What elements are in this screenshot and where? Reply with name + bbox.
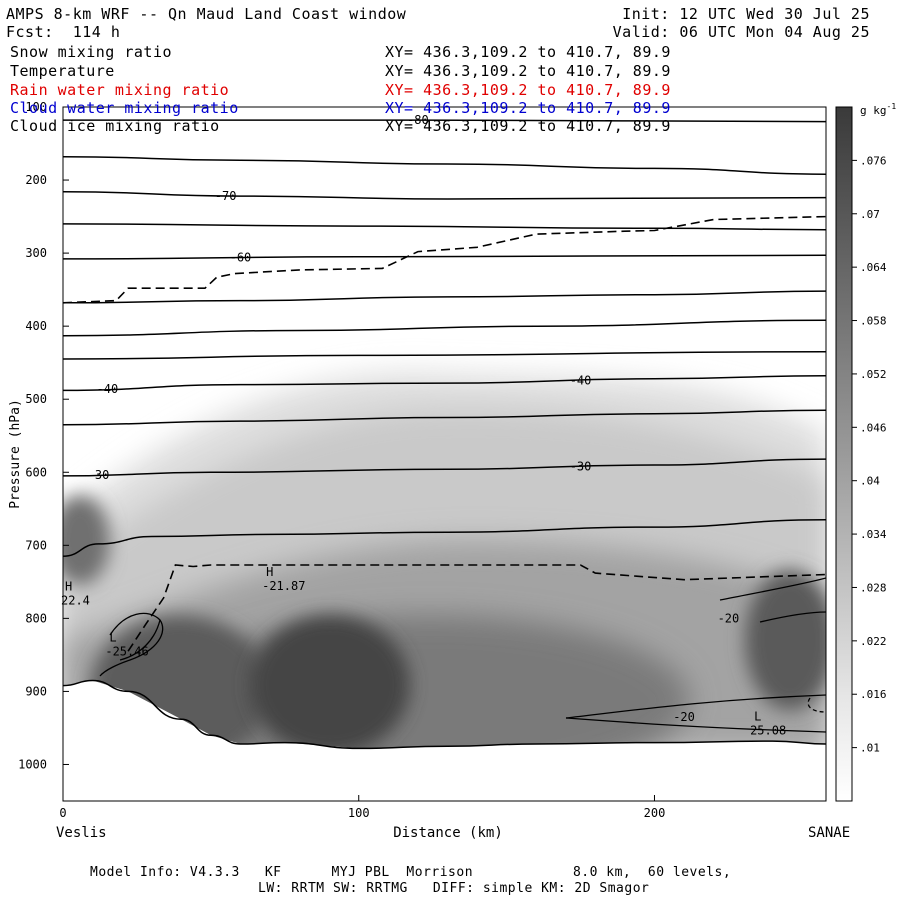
lower-contours	[99, 577, 826, 733]
dashed-contour	[127, 564, 826, 652]
temperature-contour	[63, 254, 826, 260]
colorbar-tick-label: .07	[860, 208, 880, 221]
init-time: Init: 12 UTC Wed 30 Jul 25	[622, 5, 870, 23]
x-end-label-left: Veslis	[56, 825, 107, 841]
temperature-contour	[63, 375, 826, 392]
field-legend-name-1: Temperature	[10, 62, 115, 80]
temperature-contour-label: -30	[570, 460, 592, 474]
x-tick-label: 200	[644, 806, 666, 820]
model-info-line1: Model Info: V4.3.3 KF MYJ PBL Morrison 8…	[90, 865, 732, 880]
snow-shading	[63, 107, 826, 801]
colorbar-tick-label: .028	[860, 581, 887, 594]
extremum-value: -25.46	[105, 645, 148, 659]
field-legend-xy-1: XY= 436.3,109.2 to 410.7, 89.9	[385, 62, 671, 80]
temperature-contour	[63, 409, 826, 426]
temperature-contours	[63, 119, 826, 558]
y-tick-label: 1000	[18, 757, 47, 771]
y-axis-label: Pressure (hPa)	[8, 399, 23, 509]
temperature-contour-label: -80	[407, 113, 429, 127]
field-legend-name-4: Cloud ice mixing ratio	[10, 117, 220, 135]
colorbar	[835, 106, 853, 802]
temperature-contour	[63, 119, 826, 123]
chart-title: AMPS 8-km WRF -- Qn Maud Land Coast wind…	[6, 5, 407, 23]
terrain-mask	[63, 680, 826, 801]
colorbar-tick-label: .046	[860, 421, 887, 434]
temperature-contour-label: -70	[215, 189, 237, 203]
contour-labels: -80 -70 -60 -40 -40 -30 -30	[88, 113, 592, 482]
lower-contour-label: -20	[673, 710, 695, 724]
colorbar-tick-label: .022	[860, 635, 887, 648]
colorbar-tick-label: .076	[860, 154, 887, 167]
colorbar-unit: g kg-1	[860, 102, 896, 117]
colorbar-tick-label: .01	[860, 742, 880, 755]
temperature-contour-label: -30	[88, 468, 110, 482]
extremum-type: L	[754, 710, 761, 724]
field-legend-xy-0: XY= 436.3,109.2 to 410.7, 89.9	[385, 43, 671, 61]
extremum-type: H	[65, 580, 72, 594]
y-tick-label: 900	[25, 684, 47, 698]
y-tick-label: 700	[25, 538, 47, 552]
x-axis: 0 100 200	[59, 795, 665, 820]
temperature-contour	[63, 518, 826, 558]
field-legend-name-3: Cloud water mixing ratio	[10, 99, 239, 117]
colorbar-tick-label: .052	[860, 368, 887, 381]
y-tick-label: 800	[25, 611, 47, 625]
colorbar-unit-base: g kg	[860, 104, 887, 117]
colorbar-ticks: .01 .016 .022 .028 .034 .04 .046 .052 .058 .064 .0…	[852, 154, 887, 755]
temperature-contour	[63, 290, 826, 304]
extremum-value: 22.4	[61, 594, 90, 608]
temperature-contour-label: -40	[570, 373, 592, 387]
extremum-value: 25.08	[750, 724, 786, 738]
temperature-contour	[63, 155, 826, 175]
y-tick-label: 500	[25, 392, 47, 406]
colorbar-tick-label: .058	[860, 315, 887, 328]
temperature-contour	[63, 458, 826, 477]
colorbar-tick-label: .016	[860, 688, 887, 701]
field-legend-xy-3: XY= 436.3,109.2 to 410.7, 89.9	[385, 99, 671, 117]
temperature-contour	[63, 350, 826, 360]
y-tick-label: 200	[25, 173, 47, 187]
dashed-contours	[63, 215, 826, 652]
x-end-label-right: SANAE	[808, 825, 850, 841]
plot-frame	[62, 106, 827, 802]
colorbar-unit-exp: -1	[887, 102, 897, 111]
y-tick-label: 600	[25, 465, 47, 479]
terrain-line	[63, 679, 826, 750]
field-legend-xy-4: XY= 436.3,109.2 to 410.7, 89.9	[385, 117, 671, 135]
y-tick-label: 100	[25, 100, 47, 114]
x-tick-label: 0	[59, 806, 66, 820]
forecast-hour: Fcst: 114 h	[6, 23, 121, 41]
field-legend-name-2: Rain water mixing ratio	[10, 81, 230, 99]
colorbar-tick-label: .064	[860, 261, 887, 274]
model-info-line2: LW: RRTM SW: RRTMG DIFF: simple KM: 2D S…	[258, 881, 650, 896]
valid-time: Valid: 06 UTC Mon 04 Aug 25	[612, 23, 870, 41]
x-tick-label: 100	[348, 806, 370, 820]
dashed-contour	[63, 215, 826, 304]
extremum-type: L	[109, 631, 116, 645]
terrain-surface-line	[63, 679, 826, 750]
lower-contour-label: -20	[718, 611, 740, 625]
colorbar-tick-label: .04	[860, 475, 880, 488]
temperature-contour	[63, 223, 826, 231]
field-legend-xy-2: XY= 436.3,109.2 to 410.7, 89.9	[385, 81, 671, 99]
y-tick-label: 300	[25, 246, 47, 260]
field-legend-name-0: Snow mixing ratio	[10, 43, 173, 61]
y-axis: 100 200 300 400 500 600 700 800 900 1000	[18, 100, 69, 771]
colorbar-tick-label: .034	[860, 528, 887, 541]
temperature-contour	[63, 319, 826, 337]
temperature-contour-label: -60	[230, 251, 252, 265]
extremum-value: -21.87	[262, 579, 305, 593]
temperature-contour	[63, 190, 826, 200]
y-tick-label: 400	[25, 319, 47, 333]
extremum-type: H	[266, 565, 273, 579]
x-axis-label: Distance (km)	[393, 825, 503, 841]
temperature-contour-label: -40	[97, 382, 119, 396]
